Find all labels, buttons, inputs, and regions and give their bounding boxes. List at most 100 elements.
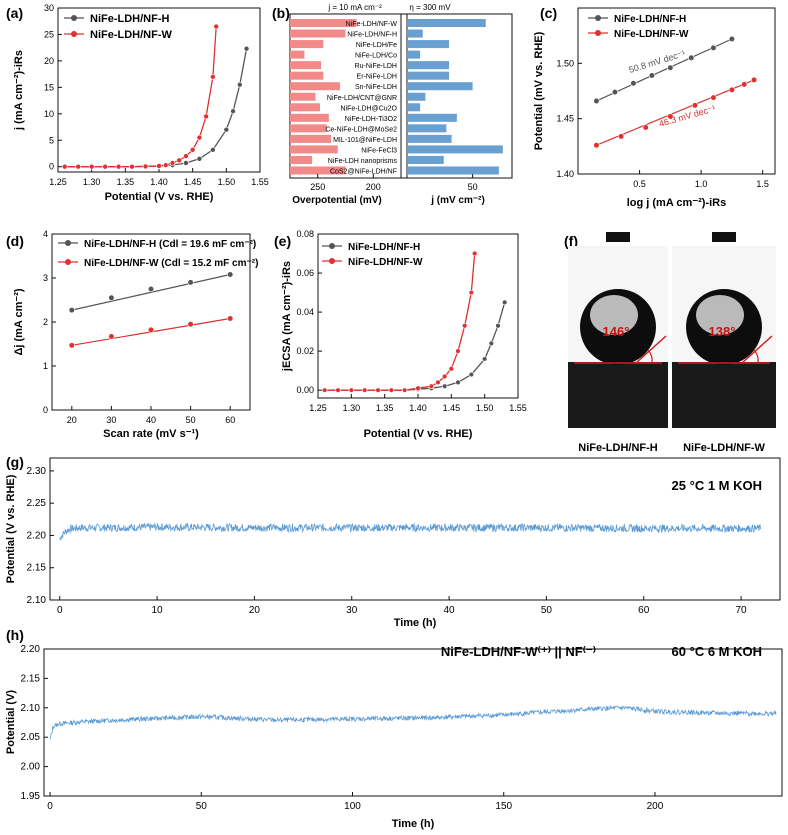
b-category-label: NiFe-FeCl3 (361, 147, 397, 154)
e-ytick-label: 0.00 (296, 385, 314, 395)
a-data-point (210, 146, 216, 153)
c-ytick-label: 1.40 (556, 169, 574, 179)
b-current-bar (407, 19, 486, 28)
c-data-point (642, 124, 649, 131)
panel-label-e: (e) (274, 233, 291, 249)
c-data-point (667, 113, 674, 120)
g-xtick-label: 20 (249, 605, 261, 616)
b-overpotential-bar (290, 40, 324, 49)
a-data-point (176, 157, 182, 164)
c-legend-marker (595, 30, 601, 36)
a-data-point (203, 113, 209, 120)
panel-label-c: (c) (540, 5, 557, 21)
e-data-point (375, 387, 381, 393)
panel-b: NiFe-LDH/NF-W NiFe-LDH/NF-H NiFe-LDH/Fe NiF… (289, 3, 513, 206)
h-xtick-label: 0 (47, 801, 53, 812)
h-xtick-label: 50 (196, 801, 208, 812)
b-category-label: NiFe-LDH nanoprisms (328, 158, 398, 165)
d-ytick-label: 0 (43, 405, 48, 415)
b-category-label: Ce-NiFe-LDH@MoSe2 (325, 126, 397, 133)
f-contact-angle: 146° (603, 324, 630, 339)
a-xtick-label: 1.45 (184, 177, 202, 187)
b-category-label: NiFe-LDH-Ti3O2 (345, 116, 397, 123)
b-current-bar (407, 82, 473, 91)
f-needle-tip (606, 232, 630, 242)
panel-label-g: (g) (6, 454, 24, 470)
e-data-point (501, 299, 508, 306)
b-xtick-label: 200 (366, 182, 381, 192)
b-category-label: NiFe-LDH/Fe (356, 42, 397, 49)
b-current-bar (407, 50, 421, 59)
e-data-point (348, 387, 355, 393)
b-category-label: NiFe-LDH@Cu2O (340, 105, 397, 112)
c-ytick-label: 1.50 (556, 58, 574, 68)
a-ytick-label: 20 (44, 56, 54, 66)
e-xtick-label: 1.25 (309, 403, 327, 413)
a-data-point (115, 163, 122, 170)
b-overpotential-bar (290, 29, 346, 38)
h-condition-env: 60 °C 6 M KOH (672, 644, 762, 659)
e-xtick-label: 1.55 (509, 403, 527, 413)
e-xtick-label: 1.35 (376, 403, 394, 413)
e-ytick-label: 0.02 (296, 346, 314, 356)
b-overpotential-bar (290, 155, 313, 164)
h-series-line (49, 704, 777, 740)
b-overpotential-bar (290, 71, 324, 80)
g-xtick-label: 0 (57, 605, 63, 616)
a-data-point (189, 146, 196, 153)
g-ytick-label: 2.20 (27, 530, 47, 541)
g-ytick-label: 2.30 (27, 466, 47, 477)
f-substrate (568, 362, 668, 428)
a-data-point (237, 81, 243, 88)
c-data-point (691, 102, 699, 109)
a-data-point (162, 162, 169, 168)
e-ytick-label: 0.06 (296, 268, 314, 278)
e-ytick-label: 0.04 (296, 307, 314, 317)
e-data-point (448, 366, 455, 372)
b-overpotential-bar (290, 50, 305, 59)
panel-label-a: (a) (6, 5, 23, 21)
f-tangent-line (635, 335, 667, 364)
panel-a: 1.25 1.30 1.35 1.40 1.45 1.50 1.55 0 5 10 15 20 25 30… (13, 3, 269, 203)
e-xtick-label: 1.40 (409, 403, 427, 413)
h-axes-frame (43, 648, 783, 797)
panel-f: 146° NiFe-LDH/NF-H 138° NiFe-LDH/NF-W (568, 232, 776, 454)
g-xtick-label: 50 (541, 605, 553, 616)
a-xtick-label: 1.35 (117, 177, 135, 187)
a-series-line (64, 48, 248, 168)
c-legend-label: NiFe-LDH/NF-W (614, 29, 689, 40)
c-data-point (741, 81, 748, 88)
b-category-label: Er-NiFe-LDH (357, 74, 397, 81)
g-xaxis-label: Time (h) (394, 617, 437, 629)
e-legend-label: NiFe-LDH/NF-W (348, 257, 423, 268)
g-series-line (59, 522, 761, 541)
f-substrate (672, 362, 776, 428)
d-ytick-label: 4 (43, 229, 48, 239)
panel-d: 20 30 40 50 60 0 1 2 3 4 NiFe-LDH/NF-H (Cdl = 19.6… (13, 229, 258, 440)
a-ytick-label: 0 (49, 162, 54, 172)
h-ytick-label: 2.15 (21, 673, 41, 684)
h-ytick-label: 2.00 (21, 762, 41, 773)
a-xtick-label: 1.40 (150, 177, 168, 187)
panel-label-f: (f) (564, 233, 578, 249)
c-legend-label: NiFe-LDH/NF-H (614, 14, 686, 25)
c-ytick-label: 1.45 (556, 114, 574, 124)
a-legend-marker (71, 31, 77, 37)
a-data-point (169, 160, 176, 166)
e-data-point (428, 383, 435, 389)
g-xtick-label: 10 (152, 605, 164, 616)
e-data-point (468, 371, 475, 378)
b-xtick-label: 50 (468, 182, 478, 192)
h-ytick-label: 2.10 (21, 703, 41, 714)
h-xtick-label: 200 (647, 801, 664, 812)
f-angle-arc (647, 349, 653, 364)
g-condition-label: 25 °C 1 M KOH (672, 478, 762, 493)
e-ytick-label: 0.08 (296, 229, 314, 239)
b-current-bar (407, 145, 503, 154)
e-data-point (488, 340, 495, 347)
b-current-bar (407, 134, 452, 143)
d-data-point (187, 321, 194, 328)
h-ytick-label: 1.95 (21, 791, 41, 802)
d-ytick-label: 3 (43, 273, 48, 283)
a-xaxis-label: Potential (V vs. RHE) (105, 191, 214, 203)
